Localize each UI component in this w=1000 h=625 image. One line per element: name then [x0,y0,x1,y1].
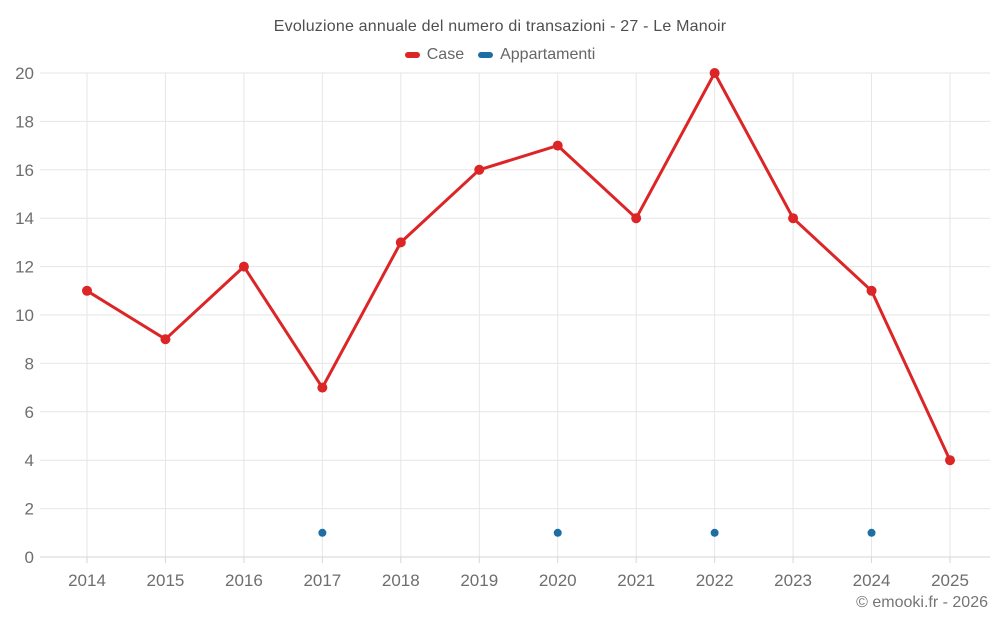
x-axis-tick-label: 2022 [696,571,734,590]
y-axis-tick-label: 10 [15,306,34,325]
case-data-point[interactable] [82,285,92,296]
case-data-point[interactable] [317,382,328,393]
y-axis-tick-label: 16 [15,161,34,180]
y-axis-tick-label: 0 [25,548,34,567]
case-data-point[interactable] [866,285,877,296]
x-axis-tick-label: 2015 [147,571,185,590]
x-axis-tick-label: 2024 [853,571,891,590]
case-series-line [85,71,952,462]
y-axis-tick-label: 12 [15,258,34,277]
y-axis-tick-label: 4 [25,451,34,470]
x-axis-tick-label: 2025 [931,571,969,590]
case-data-point[interactable] [945,455,955,466]
appartamenti-data-point[interactable] [318,528,327,537]
appartamenti-data-point[interactable] [553,528,562,537]
x-axis-tick-label: 2020 [539,571,577,590]
x-axis-tick-label: 2014 [68,571,106,590]
legend-item-appartamenti[interactable]: Appartamenti [478,46,595,64]
case-data-point[interactable] [631,213,642,224]
x-axis-tick-label: 2016 [225,571,263,590]
y-axis-tick-label: 14 [15,209,34,228]
case-data-point[interactable] [709,68,720,78]
y-axis-tick-label: 6 [25,403,34,422]
y-axis-tick-label: 18 [15,112,34,131]
appartamenti-data-point[interactable] [710,528,719,537]
y-axis-tick-label: 2 [25,500,34,519]
case-data-point[interactable] [788,213,799,224]
y-axis-tick-label: 8 [25,354,34,373]
y-axis-tick-label: 20 [15,64,34,83]
x-axis-tick-label: 2019 [460,571,498,590]
x-axis-tick-label: 2021 [617,571,655,590]
appartamenti-legend-swatch-icon [478,52,494,58]
appartamenti-data-point[interactable] [867,528,876,537]
case-data-point[interactable] [238,261,249,272]
chart-title: Evoluzione annuale del numero di transaz… [273,18,727,35]
case-legend-swatch-icon [404,52,420,58]
x-axis-tick-label: 2018 [382,571,420,590]
legend-label-case: Case [426,46,465,63]
chart-legend: Case Appartamenti [0,46,1000,64]
case-data-point[interactable] [160,334,171,345]
case-data-point[interactable] [552,140,563,151]
x-axis-tick-label: 2017 [303,571,341,590]
legend-item-case[interactable]: Case [404,46,465,64]
x-axis-tick-label: 2023 [774,571,812,590]
legend-label-appartamenti: Appartamenti [500,46,596,63]
copyright-text: © emooki.fr - 2026 [856,594,988,611]
case-data-point[interactable] [395,237,406,248]
case-data-point[interactable] [474,164,485,175]
